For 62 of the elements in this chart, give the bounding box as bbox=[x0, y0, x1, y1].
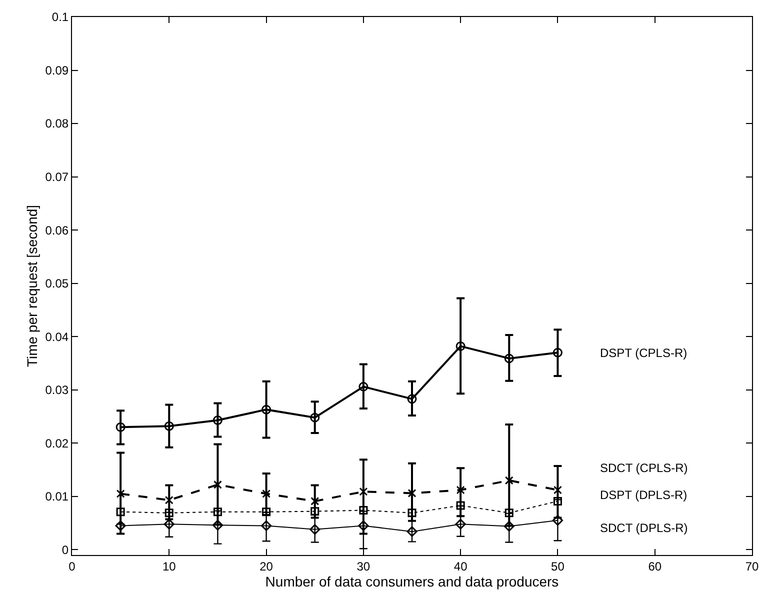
point bbox=[116, 508, 125, 516]
y-axis-title: Time per request [second] bbox=[24, 204, 40, 368]
x-tick-label: 30 bbox=[356, 559, 370, 574]
point bbox=[310, 496, 320, 506]
point bbox=[310, 412, 320, 422]
point bbox=[310, 524, 320, 535]
text: DSPT (CPLS-R) bbox=[600, 346, 688, 360]
point bbox=[212, 520, 224, 530]
y-tick-label: 0.01 bbox=[45, 490, 69, 504]
y-tick-label: 0.05 bbox=[45, 276, 69, 291]
text: SDCT (CPLS-R) bbox=[600, 461, 688, 475]
point bbox=[359, 487, 368, 496]
point bbox=[504, 354, 514, 364]
point bbox=[262, 404, 272, 414]
point bbox=[212, 415, 222, 425]
y-tick-label: 0.08 bbox=[45, 116, 69, 131]
point bbox=[552, 515, 564, 526]
y-tick-label: 0.02 bbox=[45, 436, 69, 450]
text: SDCT (DPLS-R) bbox=[600, 521, 688, 535]
y-tick-label: 0.07 bbox=[45, 170, 69, 184]
point bbox=[164, 421, 174, 431]
point bbox=[164, 496, 174, 504]
y-tick-label: 0 bbox=[62, 542, 69, 557]
y-tick-label: 0.06 bbox=[45, 223, 69, 238]
y-tick-label: 0.1 bbox=[52, 10, 69, 24]
text: DSPT (DPLS-R) bbox=[600, 488, 688, 502]
point bbox=[213, 508, 222, 516]
x-tick-label: 70 bbox=[745, 559, 759, 574]
y-tick-label: 0.04 bbox=[45, 330, 69, 344]
x-tick-label: 40 bbox=[454, 559, 468, 574]
point bbox=[408, 488, 416, 498]
point bbox=[359, 506, 368, 515]
point bbox=[504, 508, 514, 518]
y-tick-label: 0.03 bbox=[45, 383, 69, 398]
point bbox=[213, 480, 222, 489]
point bbox=[406, 526, 418, 537]
point bbox=[164, 508, 174, 518]
x-axis-title: Number of data consumers and data producers bbox=[265, 573, 559, 590]
point bbox=[116, 489, 125, 498]
point bbox=[455, 518, 466, 530]
point bbox=[456, 341, 466, 351]
x-tick-label: 50 bbox=[551, 559, 565, 574]
point bbox=[456, 501, 465, 510]
x-tick-label: 10 bbox=[162, 559, 176, 574]
point bbox=[262, 508, 271, 516]
point bbox=[504, 520, 514, 532]
x-tick-label: 60 bbox=[648, 559, 662, 574]
point bbox=[164, 518, 174, 530]
point bbox=[310, 507, 320, 516]
point bbox=[115, 520, 126, 531]
point bbox=[552, 348, 562, 358]
point bbox=[116, 422, 126, 432]
y-tick-label: 0.09 bbox=[45, 63, 69, 78]
point bbox=[358, 520, 369, 531]
point bbox=[408, 508, 416, 518]
point bbox=[358, 382, 368, 392]
point bbox=[553, 486, 562, 494]
x-tick-label: 20 bbox=[260, 559, 274, 574]
point bbox=[553, 496, 562, 506]
point bbox=[407, 394, 417, 404]
point bbox=[260, 520, 272, 531]
point bbox=[504, 476, 514, 485]
